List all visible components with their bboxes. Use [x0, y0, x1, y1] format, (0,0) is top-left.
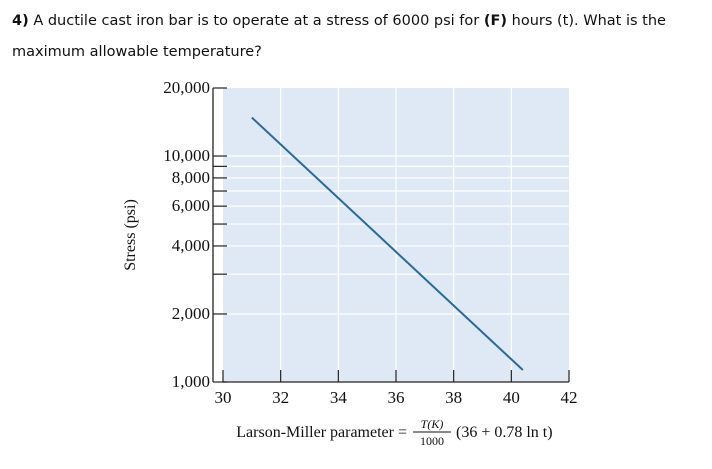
- question-number: 4): [12, 13, 29, 29]
- y-tick-label: 4,000: [172, 236, 210, 255]
- y-tick-label: 8,000: [172, 168, 210, 187]
- x-tick-label: 40: [503, 388, 520, 407]
- y-tick-label: 10,000: [163, 146, 210, 165]
- x-tick-label: 34: [330, 388, 348, 407]
- x-axis-label: Larson-Miller parameter = T(K) 1000 (36 …: [236, 417, 552, 448]
- y-axis-ticks: 1,000 2,000 4,000 6,000 8,000 10,000 20,000: [163, 78, 227, 391]
- x-tick-label: 38: [445, 388, 462, 407]
- y-axis-label: Stress (psi): [122, 199, 139, 271]
- x-tick-label: 36: [388, 388, 405, 407]
- question-text: 4) A ductile cast iron bar is to operate…: [12, 6, 702, 68]
- grid-lines: [223, 88, 569, 382]
- x-tick-label: 30: [215, 388, 232, 407]
- x-axis-label-denominator: 1000: [420, 434, 444, 448]
- x-axis-ticks: 30 32 34 36 38 40 42: [215, 370, 578, 407]
- x-axis-label-numerator: T(K): [421, 417, 444, 431]
- y-tick-label: 6,000: [172, 196, 210, 215]
- y-tick-label: 1,000: [172, 372, 210, 391]
- y-tick-label: 2,000: [172, 304, 210, 323]
- x-tick-label: 32: [272, 388, 289, 407]
- question-highlight: (F): [483, 13, 508, 29]
- x-tick-label: 42: [561, 388, 578, 407]
- y-tick-label: 20,000: [163, 78, 210, 97]
- series-line: [251, 116, 524, 371]
- question-text-end: hours (t). What is the maximum allowable…: [12, 13, 666, 60]
- data-series: [251, 116, 524, 371]
- x-axis-label-suffix: (36 + 0.78 ln t): [456, 424, 553, 441]
- x-axis-label-prefix: Larson-Miller parameter =: [236, 424, 407, 441]
- question-text-start: A ductile cast iron bar is to operate at…: [28, 13, 484, 29]
